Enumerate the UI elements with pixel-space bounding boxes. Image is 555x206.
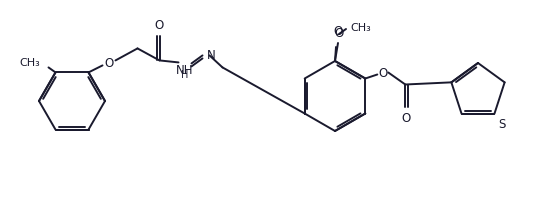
Text: H: H — [181, 70, 188, 80]
Text: S: S — [498, 117, 506, 130]
Text: NH: NH — [176, 64, 193, 77]
Text: O: O — [402, 112, 411, 125]
Text: CH₃: CH₃ — [20, 58, 41, 68]
Text: N: N — [206, 49, 215, 62]
Text: O: O — [154, 19, 163, 32]
Text: O: O — [334, 27, 344, 40]
Text: O: O — [104, 57, 113, 70]
Text: CH₃: CH₃ — [350, 23, 371, 33]
Text: O: O — [334, 25, 342, 38]
Text: O: O — [379, 67, 388, 80]
